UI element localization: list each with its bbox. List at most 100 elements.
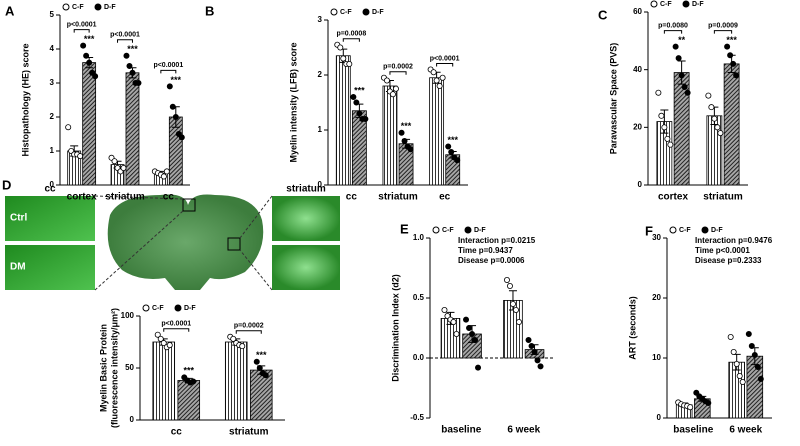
data-point — [678, 72, 685, 79]
panel-letter: C — [598, 7, 608, 22]
data-point — [190, 378, 197, 385]
bracket — [163, 328, 190, 332]
y-tick-label: 0 — [130, 415, 135, 424]
data-point — [160, 173, 167, 180]
data-point — [230, 335, 237, 342]
y-tick-label: 3 — [50, 78, 55, 87]
data-point — [163, 168, 170, 175]
data-point — [154, 331, 161, 338]
bar — [249, 369, 273, 421]
data-point — [509, 300, 516, 307]
annotation: Interaction p=0.0215 — [458, 236, 536, 245]
data-point — [733, 360, 740, 367]
y-axis-label: Myelin Basic Protein — [98, 324, 108, 412]
data-point — [708, 104, 715, 111]
annotation: Time p<0.0001 — [695, 246, 750, 255]
legend-label: D-F — [711, 227, 723, 234]
p-value: p=0.0008 — [336, 31, 366, 38]
data-point — [506, 282, 513, 289]
x-tick-label: baseline — [673, 425, 713, 436]
data-point — [469, 330, 476, 337]
data-point — [83, 52, 90, 59]
y-tick-label: 40 — [633, 65, 642, 74]
data-point — [86, 59, 93, 66]
legend-marker — [650, 0, 658, 8]
data-point — [65, 124, 72, 131]
data-point — [525, 336, 532, 343]
data-point — [667, 141, 674, 148]
p-value: p<0.0001 — [110, 32, 140, 39]
data-point — [664, 135, 671, 142]
legend-label: D-F — [474, 227, 486, 234]
data-point — [123, 52, 130, 59]
bracket — [389, 71, 407, 75]
p-value: p=0.0080 — [658, 22, 688, 29]
data-point — [445, 143, 452, 150]
data-point — [407, 146, 414, 153]
data-point — [475, 364, 482, 371]
significance-stars: *** — [171, 75, 182, 85]
legend-marker — [701, 226, 709, 234]
data-point — [166, 342, 173, 349]
bar — [335, 55, 351, 186]
data-point — [727, 333, 734, 340]
data-point — [733, 72, 740, 79]
data-point — [430, 69, 437, 76]
legend-marker — [62, 3, 70, 11]
x-tick-label: striatum — [703, 192, 743, 203]
data-point — [681, 83, 688, 90]
x-tick-label: cc — [163, 192, 175, 203]
connector-lines — [94, 195, 273, 291]
legend-label: D-F — [692, 1, 704, 8]
p-value: p<0.0001 — [161, 321, 191, 328]
p-value: p=0.0002 — [383, 64, 413, 71]
y-tick-label: 2 — [318, 70, 323, 79]
data-point — [350, 94, 357, 101]
column-label: striatum — [286, 184, 326, 195]
bracket — [713, 30, 733, 34]
data-point — [253, 358, 260, 365]
data-point — [672, 43, 679, 50]
significance-stars: *** — [401, 121, 412, 131]
p-value: p=0.0002 — [234, 323, 264, 330]
y-axis-label: ART (seconds) — [627, 296, 637, 360]
y-axis-label: Histopathology (HE) score — [20, 43, 30, 156]
data-point — [262, 372, 269, 379]
significance-stars: *** — [183, 366, 194, 376]
data-point — [684, 89, 691, 96]
data-point — [757, 375, 764, 382]
data-point — [705, 92, 712, 99]
data-point — [528, 342, 535, 349]
annotation: Disease p=0.0006 — [458, 256, 525, 265]
y-tick-label: 1.0 — [413, 233, 425, 242]
data-point — [531, 348, 538, 355]
roi-box — [227, 237, 241, 251]
legend-label: D-F — [184, 305, 196, 312]
legend-marker — [94, 3, 102, 11]
x-tick-label: 6 week — [729, 425, 762, 436]
legend-marker — [432, 226, 440, 234]
data-point — [120, 164, 127, 171]
y-tick-label: 50 — [125, 363, 134, 372]
data-point — [463, 316, 470, 323]
significance-stars: *** — [726, 35, 737, 45]
y-tick-label: 0.0 — [413, 353, 425, 362]
micrograph — [272, 245, 340, 290]
y-tick-label: 0.5 — [413, 293, 425, 302]
bar — [723, 63, 740, 186]
brain-section — [107, 194, 264, 290]
data-point — [655, 89, 662, 96]
data-point — [111, 158, 118, 165]
y-tick-label: 0 — [657, 413, 662, 422]
legend-label: C-F — [660, 1, 672, 8]
data-point — [754, 363, 761, 370]
significance-stars: *** — [354, 85, 365, 95]
data-point — [661, 124, 668, 131]
data-point — [169, 103, 176, 110]
data-point — [160, 340, 167, 347]
micrograph — [272, 196, 340, 241]
y-tick-label: 0 — [50, 180, 55, 189]
bracket — [117, 39, 133, 43]
data-point — [166, 83, 173, 90]
